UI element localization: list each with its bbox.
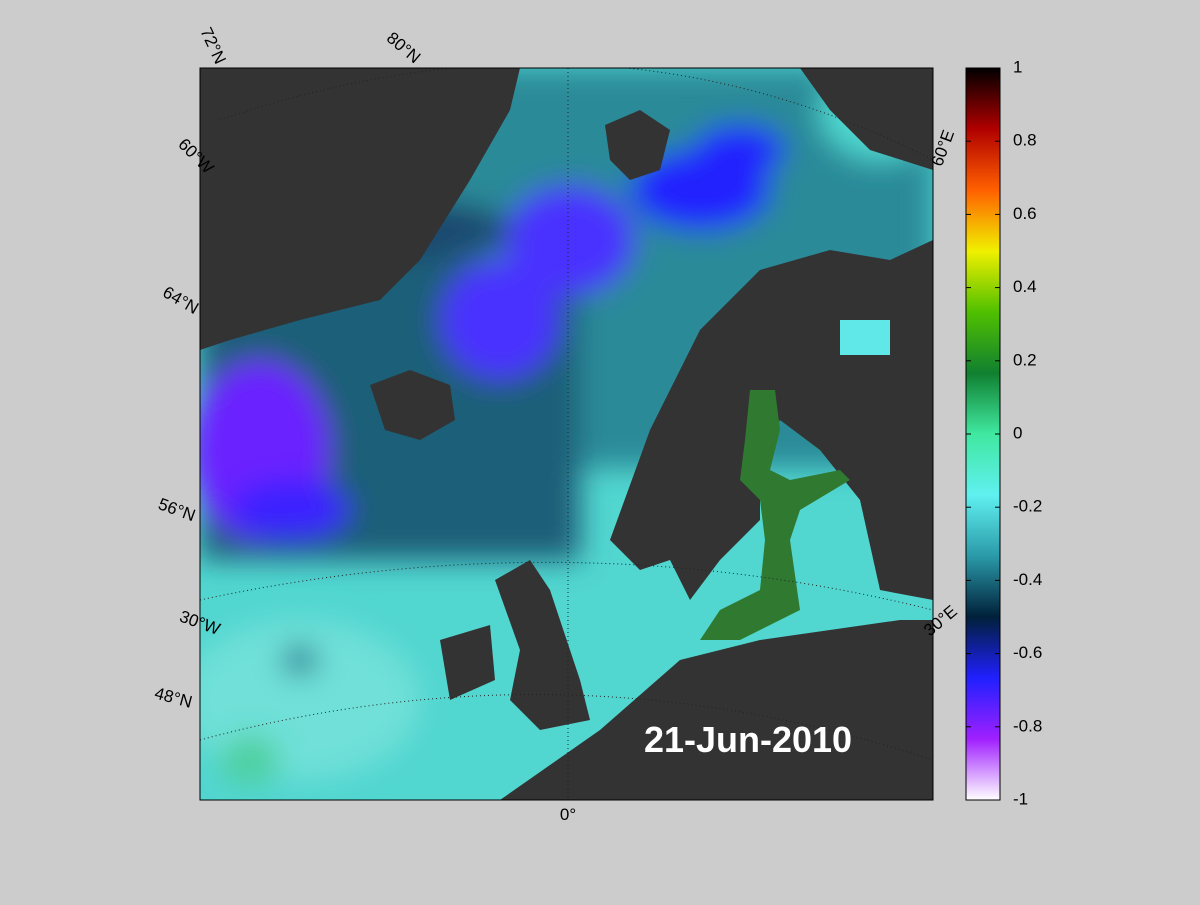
graticule-label: 64°N [160, 283, 202, 318]
colorbar-tick-label: 0 [1013, 423, 1022, 442]
colorbar-tick-label: 0.6 [1013, 204, 1037, 223]
colorbar-tick-label: -0.2 [1013, 497, 1042, 516]
colorbar-tick-label: 1 [1013, 57, 1022, 76]
colorbar-tick-label: -1 [1013, 789, 1028, 808]
colorbar-tick-label: 0.4 [1013, 277, 1037, 296]
map [200, 68, 933, 800]
graticule-label: 0° [560, 805, 576, 824]
map-frame [199, 67, 934, 801]
date-label: 21-Jun-2010 [644, 719, 852, 760]
colorbar-tick-label: 0.8 [1013, 131, 1037, 150]
colorbar-tick-label: -0.4 [1013, 570, 1042, 589]
graticule-label: 48°N [153, 684, 195, 712]
colorbar-tick-label: -0.8 [1013, 716, 1042, 735]
graticule [200, 68, 933, 800]
colorbar [965, 67, 1001, 801]
colorbar-ticks: 1 0.8 0.6 0.4 0.2 0 -0.2 -0.4 -0.6 -0.8 -1 [966, 57, 1042, 808]
graticule-label: 72°N [196, 24, 229, 66]
graticule-label: 80°N [383, 28, 424, 67]
white-sea [840, 320, 890, 355]
colorbar-tick-label: 0.2 [1013, 350, 1037, 369]
colorbar-tick-label: -0.6 [1013, 643, 1042, 662]
baltic [700, 390, 850, 640]
graticule-label: 56°N [156, 494, 198, 525]
